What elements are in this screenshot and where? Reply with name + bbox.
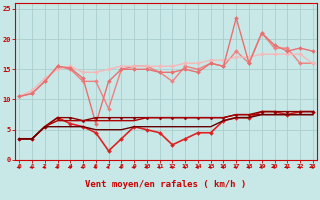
X-axis label: Vent moyen/en rafales ( km/h ): Vent moyen/en rafales ( km/h ) (85, 180, 247, 189)
